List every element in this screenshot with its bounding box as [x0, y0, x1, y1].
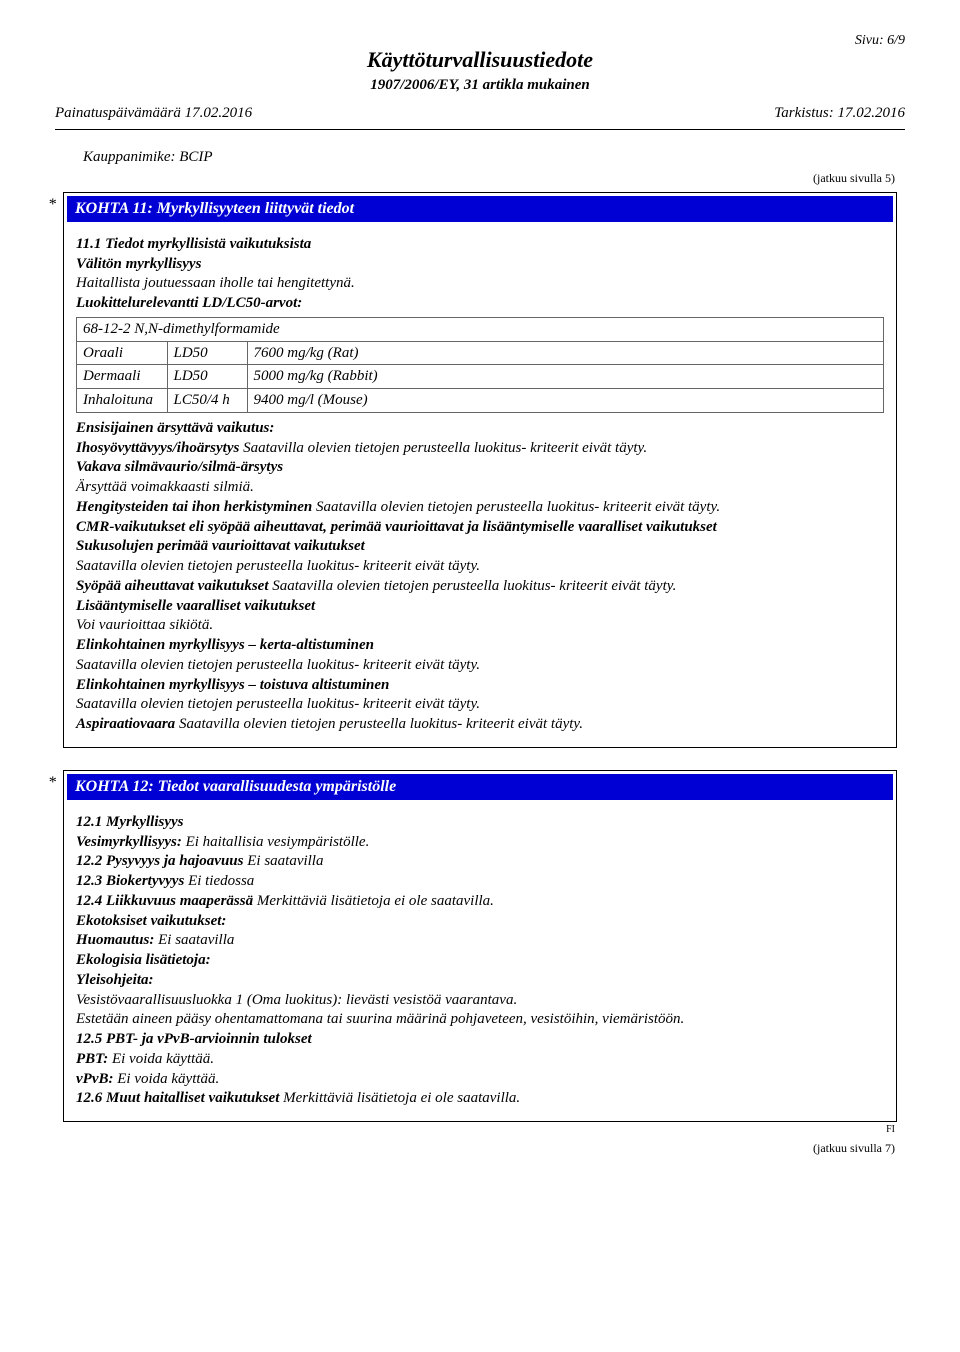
s12-p14: vPvB: Ei voida käyttää.	[76, 1070, 884, 1089]
s11-p7: Vakava silmävaurio/silmä-ärsytys	[76, 458, 884, 477]
s11-p19: Saatavilla olevien tietojen perusteella …	[76, 695, 884, 714]
ld50-table-body: Oraali LD50 7600 mg/kg (Rat) Dermaali LD…	[77, 342, 883, 412]
s12-p7-text: Ei saatavilla	[154, 932, 234, 948]
table-row: Dermaali LD50 5000 mg/kg (Rabbit)	[77, 365, 883, 389]
cell: Inhaloituna	[77, 389, 167, 412]
s11-p6: Ihosyövyttävyys/ihoärsytys Saatavilla ol…	[76, 439, 884, 458]
cell: Dermaali	[77, 365, 167, 389]
s11-p12: Saatavilla olevien tietojen perusteella …	[76, 557, 884, 576]
asterisk-12: *	[48, 773, 56, 793]
s11-p11: Sukusolujen perimää vaurioittavat vaikut…	[76, 537, 884, 556]
s11-p5: Ensisijainen ärsyttävä vaikutus:	[76, 419, 884, 438]
s11-p16: Elinkohtainen myrkyllisyys – kerta-altis…	[76, 636, 884, 655]
s11-p1: 11.1 Tiedot myrkyllisistä vaikutuksista	[76, 235, 884, 254]
s11-p3: Haitallista joutuessaan iholle tai hengi…	[76, 274, 884, 293]
dates-row: Painatuspäivämäärä 17.02.2016 Tarkistus:…	[55, 104, 905, 123]
s12-p5-label: 12.4 Liikkuvuus maaperässä	[76, 893, 253, 909]
s11-p9-text: Saatavilla olevien tietojen perusteella …	[312, 499, 720, 515]
fi-mark: FI	[55, 1124, 895, 1137]
s12-p15: 12.6 Muut haitalliset vaikutukset Merkit…	[76, 1089, 884, 1108]
page-number: Sivu: 6/9	[855, 32, 905, 50]
page-header: Sivu: 6/9 Käyttöturvallisuustiedote 1907…	[55, 46, 905, 130]
revision-date: Tarkistus: 17.02.2016	[774, 104, 905, 123]
s11-p18: Elinkohtainen myrkyllisyys – toistuva al…	[76, 676, 884, 695]
s11-p4: Luokittelurelevantti LD/LC50-arvot:	[76, 294, 884, 313]
section-12-header: KOHTA 12: Tiedot vaarallisuudesta ympäri…	[67, 774, 893, 800]
cell: LC50/4 h	[167, 389, 247, 412]
print-date: Painatuspäivämäärä 17.02.2016	[55, 104, 252, 123]
s12-p2: Vesimyrkyllisyys: Ei haitallisia vesiymp…	[76, 833, 884, 852]
s12-p15-label: 12.6 Muut haitalliset vaikutukset	[76, 1090, 279, 1106]
s11-p17: Saatavilla olevien tietojen perusteella …	[76, 656, 884, 675]
s11-p20: Aspiraatiovaara Saatavilla olevien tieto…	[76, 715, 884, 734]
s12-p13: PBT: Ei voida käyttää.	[76, 1050, 884, 1069]
s12-p6: Ekotoksiset vaikutukset:	[76, 912, 884, 931]
s12-p4-text: Ei tiedossa	[184, 873, 254, 889]
s11-p13-text: Saatavilla olevien tietojen perusteella …	[269, 578, 677, 594]
s11-p20-label: Aspiraatiovaara	[76, 716, 175, 732]
table-row: Inhaloituna LC50/4 h 9400 mg/l (Mouse)	[77, 389, 883, 412]
s12-p3: 12.2 Pysyvyys ja hajoavuus Ei saatavilla	[76, 852, 884, 871]
cell: 5000 mg/kg (Rabbit)	[247, 365, 883, 389]
cell: LD50	[167, 365, 247, 389]
s12-p9: Yleisohjeita:	[76, 971, 884, 990]
section-12-body: 12.1 Myrkyllisyys Vesimyrkyllisyys: Ei h…	[64, 803, 896, 1121]
doc-title: Käyttöturvallisuustiedote	[55, 46, 905, 74]
s12-p14-text: Ei voida käyttää.	[113, 1071, 219, 1087]
s11-p6-label: Ihosyövyttävyys/ihoärsytys	[76, 440, 239, 456]
s11-p10: CMR-vaikutukset eli syöpää aiheuttavat, …	[76, 518, 884, 537]
section-12: * KOHTA 12: Tiedot vaarallisuudesta ympä…	[63, 770, 897, 1122]
s12-p15-text: Merkittäviä lisätietoja ei ole saatavill…	[279, 1090, 520, 1106]
section-11-body: 11.1 Tiedot myrkyllisistä vaikutuksista …	[64, 225, 896, 747]
section-11-header: KOHTA 11: Myrkyllisyyteen liittyvät tied…	[67, 196, 893, 222]
s11-p6-text: Saatavilla olevien tietojen perusteella …	[239, 440, 647, 456]
s12-p4-label: 12.3 Biokertyvyys	[76, 873, 184, 889]
trade-name: Kauppanimike: BCIP	[83, 148, 905, 167]
s12-p7: Huomautus: Ei saatavilla	[76, 931, 884, 950]
cell: Oraali	[77, 342, 167, 365]
s12-p3-label: 12.2 Pysyvyys ja hajoavuus	[76, 853, 243, 869]
s12-p5: 12.4 Liikkuvuus maaperässä Merkittäviä l…	[76, 892, 884, 911]
table-row: Oraali LD50 7600 mg/kg (Rat)	[77, 342, 883, 365]
s11-p2: Välitön myrkyllisyys	[76, 255, 884, 274]
s12-p13-label: PBT:	[76, 1051, 108, 1067]
s12-p1: 12.1 Myrkyllisyys	[76, 813, 884, 832]
s11-p14: Lisääntymiselle vaaralliset vaikutukset	[76, 597, 884, 616]
ld50-table: 68-12-2 N,N-dimethylformamide Oraali LD5…	[76, 317, 884, 413]
continued-to: (jatkuu sivulla 7)	[55, 1141, 895, 1156]
s12-p8: Ekologisia lisätietoja:	[76, 951, 884, 970]
doc-subtitle: 1907/2006/EY, 31 artikla mukainen	[55, 76, 905, 95]
cell: 7600 mg/kg (Rat)	[247, 342, 883, 365]
s12-p10: Vesistövaarallisuusluokka 1 (Oma luokitu…	[76, 991, 884, 1010]
s12-p2-text: Ei haitallisia vesiympäristölle.	[182, 834, 370, 850]
cell: LD50	[167, 342, 247, 365]
s12-p3-text: Ei saatavilla	[243, 853, 323, 869]
continued-from: (jatkuu sivulla 5)	[55, 171, 895, 186]
s11-p13-label: Syöpää aiheuttavat vaikutukset	[76, 578, 269, 594]
s11-p20-text: Saatavilla olevien tietojen perusteella …	[175, 716, 583, 732]
s12-p12: 12.5 PBT- ja vPvB-arvioinnin tulokset	[76, 1030, 884, 1049]
s12-p7-label: Huomautus:	[76, 932, 154, 948]
ld50-table-header: 68-12-2 N,N-dimethylformamide	[77, 318, 883, 342]
s12-p13-text: Ei voida käyttää.	[108, 1051, 214, 1067]
s12-p14-label: vPvB:	[76, 1071, 113, 1087]
section-11: * KOHTA 11: Myrkyllisyyteen liittyvät ti…	[63, 192, 897, 748]
s11-p9-label: Hengitysteiden tai ihon herkistyminen	[76, 499, 312, 515]
s12-p11: Estetään aineen pääsy ohentamattomana ta…	[76, 1010, 884, 1029]
s12-p5-text: Merkittäviä lisätietoja ei ole saatavill…	[253, 893, 494, 909]
s11-p9: Hengitysteiden tai ihon herkistyminen Sa…	[76, 498, 884, 517]
header-rule	[55, 129, 905, 130]
s11-p15: Voi vaurioittaa sikiötä.	[76, 616, 884, 635]
s11-p8: Ärsyttää voimakkaasti silmiä.	[76, 478, 884, 497]
asterisk-11: *	[48, 195, 56, 215]
s12-p4: 12.3 Biokertyvyys Ei tiedossa	[76, 872, 884, 891]
cell: 9400 mg/l (Mouse)	[247, 389, 883, 412]
s12-p2-label: Vesimyrkyllisyys:	[76, 834, 182, 850]
s11-p13: Syöpää aiheuttavat vaikutukset Saatavill…	[76, 577, 884, 596]
